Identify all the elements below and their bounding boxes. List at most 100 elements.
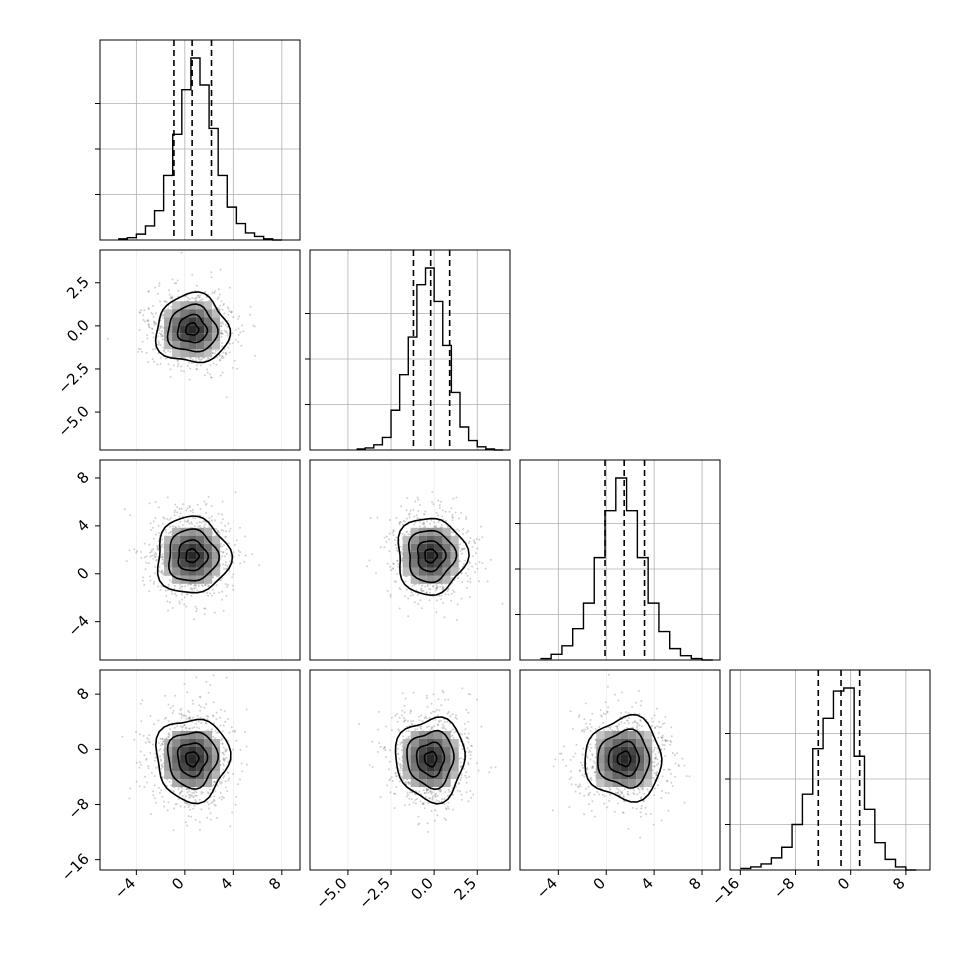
scatter-point xyxy=(445,807,447,810)
scatter-point xyxy=(210,515,213,518)
scatter-point xyxy=(465,572,468,575)
scatter-point xyxy=(410,720,412,723)
scatter-point xyxy=(398,523,401,526)
scatter-point xyxy=(194,297,197,300)
scatter-point xyxy=(212,362,215,365)
scatter-point xyxy=(220,300,223,303)
scatter-point xyxy=(460,793,463,796)
scatter-point xyxy=(640,804,643,807)
scatter-point xyxy=(178,507,181,510)
scatter-point xyxy=(464,774,467,777)
scatter-point xyxy=(443,616,446,619)
scatter-point xyxy=(251,553,254,555)
scatter-point xyxy=(215,584,218,587)
scatter-point xyxy=(221,371,224,374)
scatter-point xyxy=(423,717,426,719)
scatter-point xyxy=(137,347,140,350)
scatter-point xyxy=(174,694,177,697)
scatter-point xyxy=(385,756,388,759)
scatter-point xyxy=(195,676,198,679)
scatter-point xyxy=(161,522,164,525)
scatter-point xyxy=(222,356,225,359)
scatter-point xyxy=(467,741,470,744)
scatter-point xyxy=(225,353,228,356)
scatter-point xyxy=(149,522,152,525)
scatter-point xyxy=(180,707,183,710)
scatter-point xyxy=(223,348,226,351)
scatter-point xyxy=(209,812,212,815)
scatter-point xyxy=(377,728,380,731)
scatter-point xyxy=(209,592,212,595)
scatter-point xyxy=(222,724,225,727)
histogram-step xyxy=(356,267,504,451)
scatter-point xyxy=(153,321,156,324)
scatter-point xyxy=(218,353,221,356)
scatter-point xyxy=(455,717,458,720)
scatter-point xyxy=(407,597,410,600)
scatter-point xyxy=(192,358,194,361)
scatter-point xyxy=(181,598,184,601)
scatter-point xyxy=(182,370,185,373)
scatter-point xyxy=(221,345,223,348)
scatter-point xyxy=(432,710,435,713)
scatter-point xyxy=(223,329,226,332)
scatter-point xyxy=(128,797,131,800)
scatter-point xyxy=(214,519,216,522)
scatter-point xyxy=(153,580,156,583)
scatter-point xyxy=(401,709,404,712)
scatter-point xyxy=(382,747,385,750)
scatter-point xyxy=(450,507,453,510)
scatter-point xyxy=(258,564,261,567)
scatter-point xyxy=(147,738,150,741)
scatter-point xyxy=(212,588,214,591)
scatter-point xyxy=(226,306,229,309)
scatter-point xyxy=(449,715,452,718)
scatter-point xyxy=(157,340,160,343)
scatter-point xyxy=(154,756,157,759)
scatter-point xyxy=(396,572,399,575)
scatter-point xyxy=(358,722,361,725)
scatter-point xyxy=(139,311,142,314)
scatter-point xyxy=(166,496,169,499)
scatter-point xyxy=(386,562,389,565)
scatter-point xyxy=(150,549,153,552)
scatter-point xyxy=(199,709,202,712)
scatter-point xyxy=(209,818,212,821)
scatter-point xyxy=(189,804,191,806)
scatter-point xyxy=(188,378,191,381)
scatter-point xyxy=(447,711,450,713)
scatter-point xyxy=(438,709,441,712)
scatter-point xyxy=(447,801,450,804)
scatter-point xyxy=(147,562,150,565)
scatter-point xyxy=(440,594,443,597)
scatter-point xyxy=(219,792,222,794)
scatter-point xyxy=(157,506,160,509)
scatter-point xyxy=(234,544,236,546)
scatter-point xyxy=(167,363,170,366)
scatter-point xyxy=(397,565,400,568)
scatter-point xyxy=(190,815,193,818)
scatter-point xyxy=(220,332,222,335)
scatter-point xyxy=(154,556,157,558)
scatter-point xyxy=(460,798,463,801)
scatter-point xyxy=(241,324,244,327)
scatter-point xyxy=(145,561,148,564)
scatter-point xyxy=(405,795,408,798)
scatter-point xyxy=(254,354,256,357)
scatter-point xyxy=(220,598,223,601)
scatter-point xyxy=(471,545,474,548)
scatter-point xyxy=(409,712,412,715)
scatter-point xyxy=(222,776,225,779)
scatter-point xyxy=(192,511,194,514)
scatter-point xyxy=(413,515,416,518)
scatter-point xyxy=(207,691,210,694)
scatter-point xyxy=(475,538,478,540)
scatter-point xyxy=(141,699,144,702)
scatter-point xyxy=(175,282,178,285)
scatter-point xyxy=(489,558,492,561)
scatter-point xyxy=(231,332,234,335)
scatter-point xyxy=(244,554,247,557)
scatter-point xyxy=(162,326,165,329)
scatter-point xyxy=(143,775,146,778)
scatter-point xyxy=(159,326,162,329)
